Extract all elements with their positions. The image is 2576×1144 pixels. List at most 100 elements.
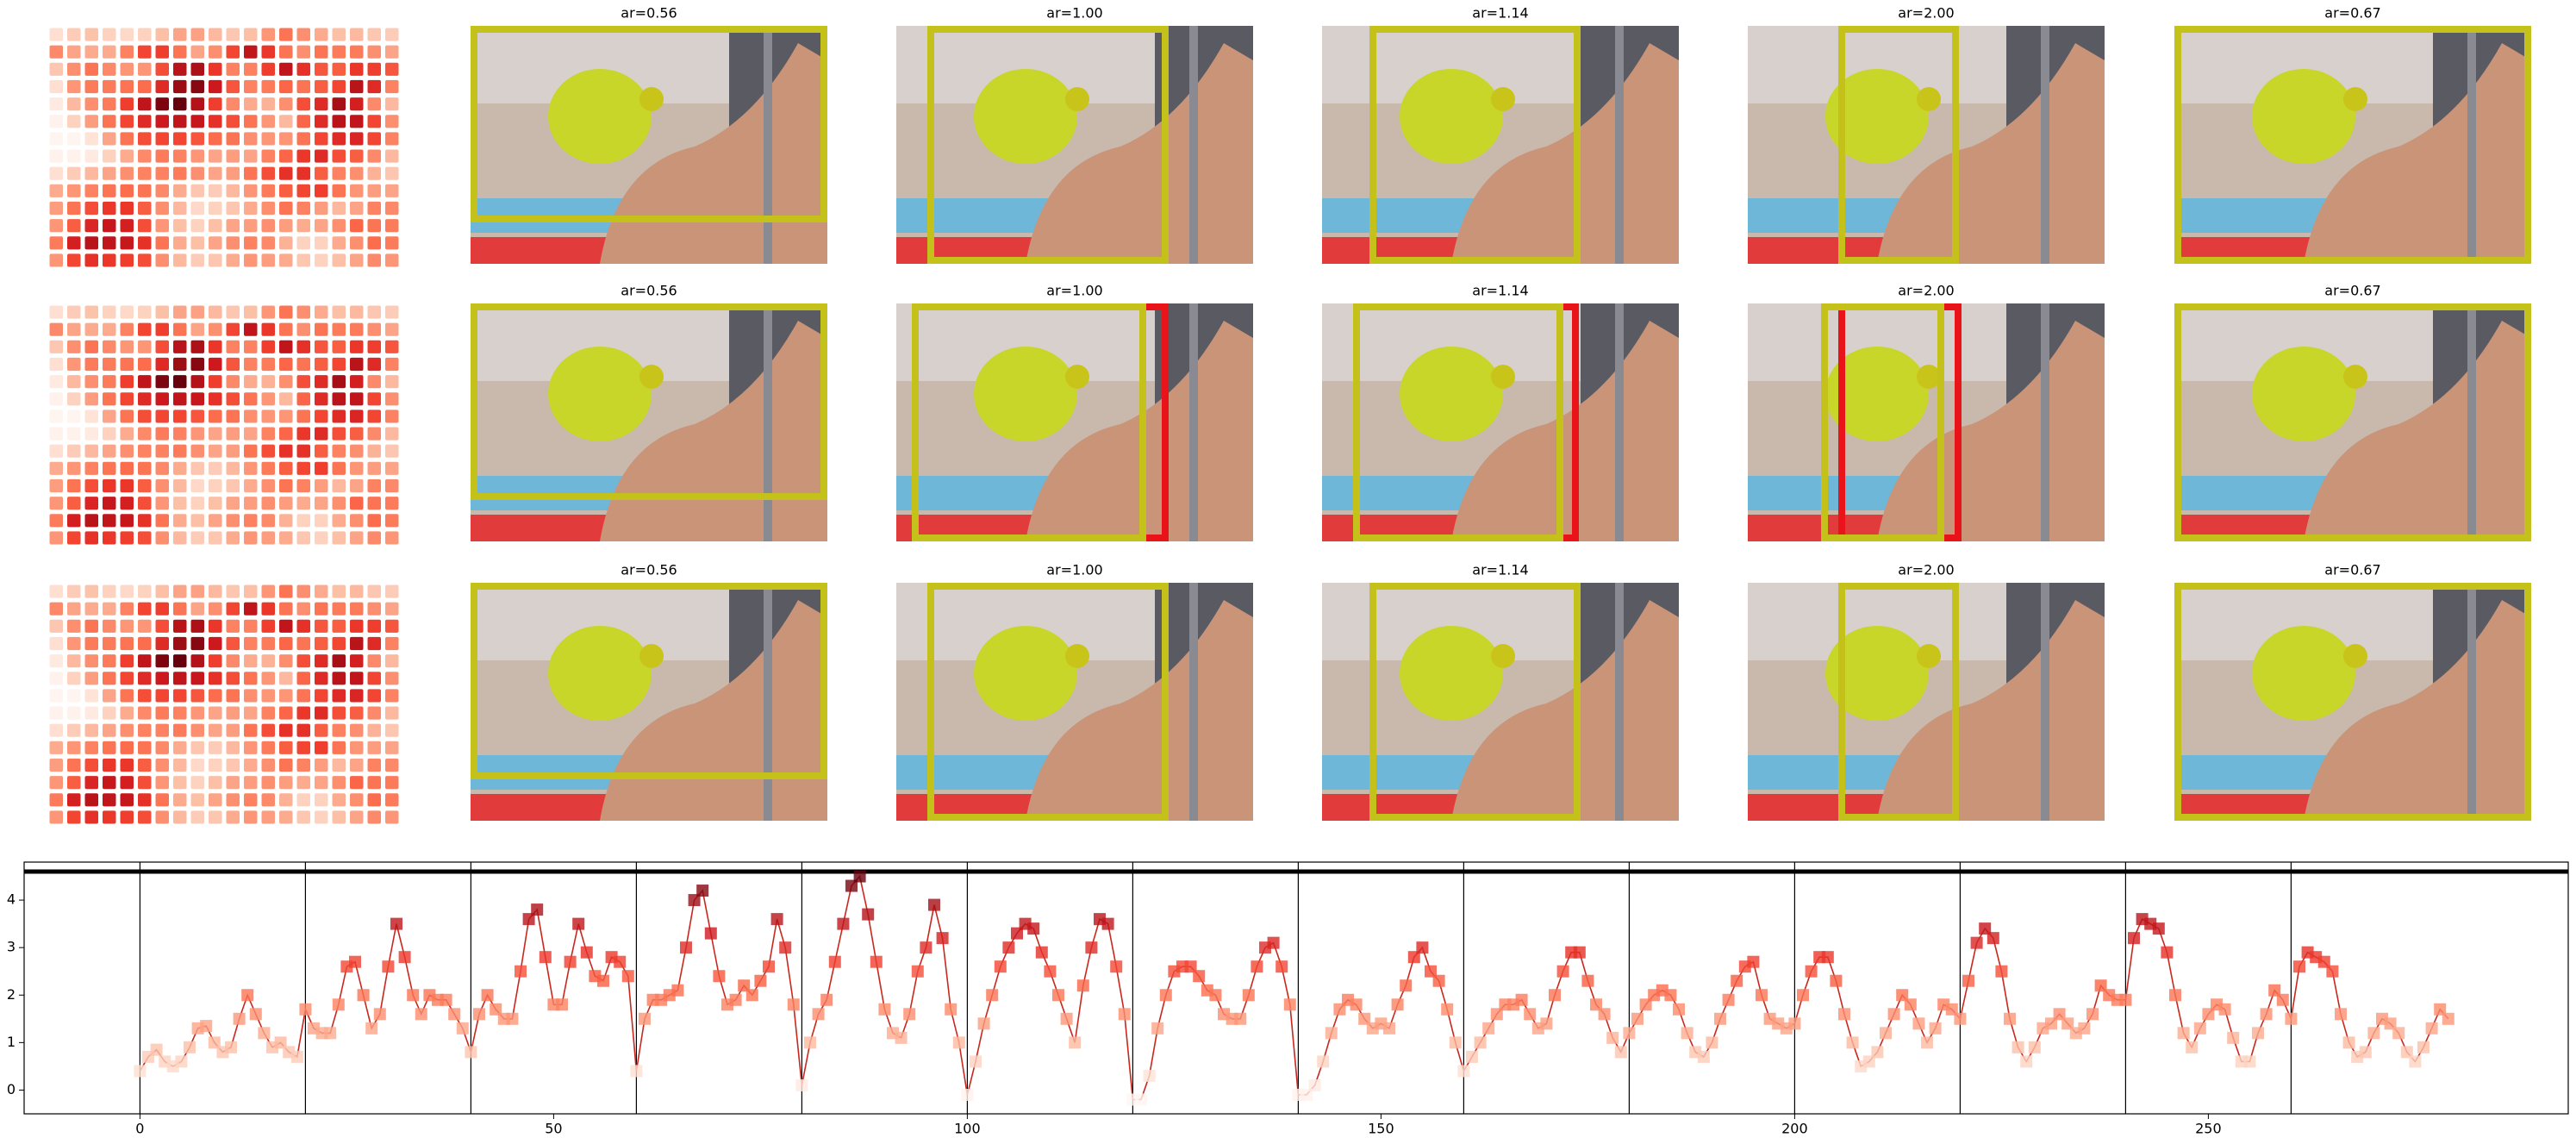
heatmap-cell	[332, 444, 346, 458]
marker	[539, 951, 552, 964]
heatmap-cell	[138, 497, 152, 510]
marker	[1747, 955, 1760, 968]
heatmap-cell	[155, 672, 169, 685]
marker	[2169, 989, 2181, 1002]
marker	[2094, 979, 2107, 992]
heatmap-cell	[155, 531, 169, 545]
marker	[2409, 1055, 2422, 1068]
marker	[1101, 917, 1114, 930]
heatmap-cell	[155, 514, 169, 528]
heatmap-cell	[155, 62, 169, 76]
heatmap-cell	[296, 340, 310, 353]
heatmap-cell	[138, 758, 152, 772]
marker	[945, 1003, 957, 1016]
marker	[2367, 1027, 2380, 1040]
heatmap-cell	[226, 79, 240, 94]
heatmap-cell	[332, 392, 346, 406]
marker	[1664, 989, 1677, 1002]
marker	[713, 970, 726, 983]
heatmap-cell	[138, 810, 152, 824]
heatmap-cell	[67, 741, 81, 754]
heatmap-cell	[350, 375, 364, 389]
heatmap-cell	[138, 585, 152, 598]
marker	[1706, 1036, 1718, 1049]
heatmap-cell	[244, 793, 258, 807]
marker	[2004, 1012, 2016, 1025]
marker	[779, 941, 792, 954]
heatmap-cell	[190, 115, 204, 128]
heatmap-cell	[385, 723, 399, 737]
heatmap-cell	[244, 184, 258, 197]
heatmap-cell	[120, 723, 134, 737]
heatmap-cell	[173, 585, 187, 598]
marker	[1391, 998, 1404, 1011]
marker	[986, 989, 999, 1002]
heatmap-cell	[103, 375, 116, 389]
heatmap-cell	[84, 602, 98, 616]
heatmap-cell	[279, 253, 293, 267]
heatmap-cell	[261, 741, 275, 754]
heatmap-cell	[173, 758, 187, 772]
heatmap-cell	[279, 461, 293, 475]
heatmap-cell	[350, 497, 364, 510]
marker	[1432, 974, 1445, 987]
heatmap-cell	[49, 497, 63, 510]
heatmap-cell	[49, 758, 63, 772]
heatmap-cell	[190, 531, 204, 545]
heatmap-cell	[138, 654, 152, 668]
panel-title: ar=2.00	[1898, 283, 1954, 299]
heatmap-cell	[296, 602, 310, 616]
marker	[597, 974, 609, 987]
heatmap-cell	[367, 236, 381, 250]
heatmap-cell	[84, 149, 98, 163]
heatmap-cell	[226, 741, 240, 754]
heatmap-cell	[49, 672, 63, 685]
marker	[1407, 951, 1420, 964]
heatmap-cell	[49, 132, 63, 146]
marker	[2384, 1017, 2397, 1030]
heatmap-cell	[261, 409, 275, 423]
heatmap-cell	[367, 115, 381, 128]
yellow-box	[2174, 26, 2531, 264]
heatmap-cell	[244, 392, 258, 406]
heatmap-cell	[296, 654, 310, 668]
heatmap-cell	[261, 219, 275, 233]
heatmap-cell	[367, 219, 381, 233]
heatmap-cell	[138, 392, 152, 406]
heatmap-cell	[367, 758, 381, 772]
heatmap-cell	[49, 723, 63, 737]
heatmap-cell	[385, 79, 399, 94]
heatmap-cell	[84, 392, 98, 406]
heatmap-cell	[261, 497, 275, 510]
heatmap-cell	[209, 689, 222, 703]
heatmap-cell	[120, 514, 134, 528]
heatmap-cell	[84, 375, 98, 389]
heatmap-cell	[209, 45, 222, 59]
heatmap-cell	[138, 689, 152, 703]
heatmap-cell	[226, 793, 240, 807]
heatmap-cell	[350, 602, 364, 616]
heatmap-cell	[209, 619, 222, 633]
panel-title: ar=0.67	[2324, 283, 2380, 299]
heatmap-cell	[190, 723, 204, 737]
heatmap-cell	[173, 776, 187, 790]
heatmap-cell	[226, 531, 240, 545]
heatmap-cell	[296, 478, 310, 493]
heatmap-cell	[173, 184, 187, 197]
heatmap-cell	[190, 478, 204, 493]
heatmap-cell	[155, 184, 169, 197]
heatmap-cell	[120, 201, 134, 216]
marker	[1383, 1022, 1395, 1035]
heatmap-cell	[332, 219, 346, 233]
heatmap-cell	[367, 427, 381, 441]
marker	[299, 1003, 312, 1016]
heatmap-cell	[138, 741, 152, 754]
heatmap-cell	[385, 461, 399, 475]
heatmap-cell	[209, 322, 222, 336]
heatmap-cell	[155, 132, 169, 146]
yellow-box	[471, 303, 827, 500]
heatmap-cell	[120, 706, 134, 720]
marker	[241, 989, 254, 1002]
heatmap-cell	[190, 28, 204, 41]
heatmap-cell	[261, 706, 275, 720]
